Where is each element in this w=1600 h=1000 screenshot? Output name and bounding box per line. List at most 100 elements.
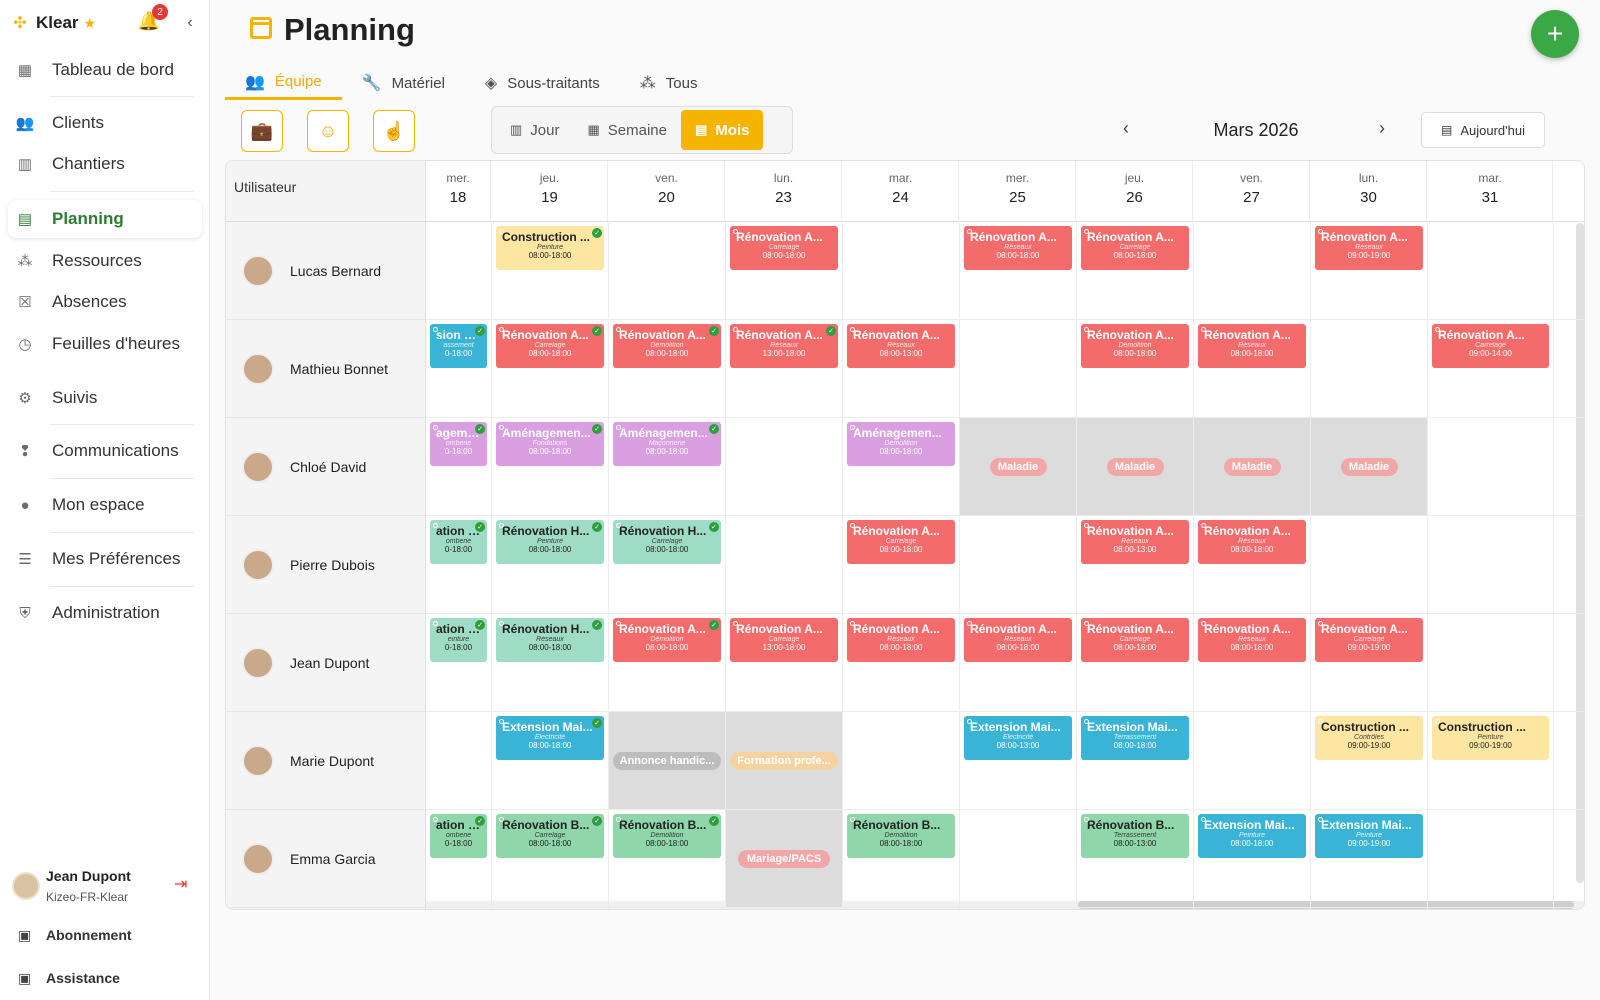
sidebar-item-clients[interactable]: 👥 Clients [8, 104, 202, 142]
event-card[interactable]: Rénovation A... Carrelage 08:00-18:00 [730, 226, 838, 270]
event-card[interactable]: Rénovation B... Démolition 08:00-18:00 ✓ [613, 814, 721, 858]
tab-materiel[interactable]: 🔧 Matériel [342, 66, 465, 100]
day-header: ven. 27 [1194, 161, 1310, 221]
sidebar-item-feuilles-heures[interactable]: ◷ Feuilles d'heures [8, 325, 202, 363]
absence-badge[interactable]: Maladie [989, 458, 1047, 476]
event-card[interactable]: Rénovation A... Carrelage 08:00-18:00 [1081, 226, 1189, 270]
sidebar-item-ressources[interactable]: ⁂ Ressources [8, 242, 202, 280]
avatar [242, 352, 274, 385]
event-card[interactable]: Rénovation A... Réseaux 08:00-18:00 [964, 618, 1072, 662]
user-row[interactable]: Mathieu Bonnet [226, 320, 426, 418]
user-row[interactable]: Marie Dupont [226, 712, 426, 810]
status-dot-icon [616, 327, 621, 332]
horizontal-scroll-thumb[interactable] [1078, 901, 1574, 909]
collapse-sidebar-icon[interactable]: ‹ [187, 14, 193, 31]
event-card[interactable]: Rénovation A... Réseaux 08:00-18:00 [964, 226, 1072, 270]
event-card[interactable]: Rénovation A... Réseaux 09:00-19:00 [1315, 226, 1423, 270]
absence-badge[interactable]: Formation profe... [730, 752, 838, 770]
subscription-link[interactable]: ▣ Abonnement [18, 923, 198, 947]
event-card[interactable]: Extension Mai... Electricité 08:00-13:00 [964, 716, 1072, 760]
event-card[interactable]: Rénovation B... Démolition 08:00-18:00 [847, 814, 955, 858]
event-card[interactable]: Extension Mai... Terrassement 08:00-18:00 [1081, 716, 1189, 760]
add-button[interactable]: + [1531, 10, 1579, 58]
sidebar-item-tableau-de-bord[interactable]: ▦ Tableau de bord [8, 51, 202, 89]
event-card[interactable]: Rénovation A... Réseaux 08:00-18:00 [1198, 520, 1306, 564]
sidebar-item-mes-preferences[interactable]: ☰ Mes Préférences [8, 540, 202, 578]
sidebar-item-administration[interactable]: ⛨ Administration [8, 594, 202, 632]
current-user[interactable]: Jean Dupont Kizeo-FR-Klear ⇥ [10, 866, 200, 906]
event-card[interactable]: Extension Mai... Peinture 09:00-19:00 [1315, 814, 1423, 858]
view-day-button[interactable]: ▥ Jour [496, 110, 573, 150]
event-card[interactable]: Aménagemen... Démolition 08:00-18:00 [847, 422, 955, 466]
previous-month-icon[interactable]: ‹ [1123, 118, 1129, 138]
event-card[interactable]: Aménagemen... Fondations 08:00-18:00 ✓ [496, 422, 604, 466]
touch-button[interactable]: ☝ [373, 110, 415, 152]
sidebar-item-absences[interactable]: ☒ Absences [8, 283, 202, 321]
event-card[interactable]: Aménagemen... Maçonnerie 08:00-18:00 ✓ [613, 422, 721, 466]
briefcase-button[interactable]: 💼 [241, 110, 283, 152]
absence-badge[interactable]: Maladie [1340, 458, 1398, 476]
person-button[interactable]: ☺ [307, 110, 349, 152]
sidebar-item-mon-espace[interactable]: ● Mon espace [8, 486, 202, 524]
event-card[interactable]: Rénovation A... Démolition 08:00-18:00 ✓ [613, 324, 721, 368]
user-row[interactable]: Pierre Dubois [226, 516, 426, 614]
event-card[interactable]: Rénovation A... Carrelage 08:00-18:00 [1081, 618, 1189, 662]
tab-sous-traitants[interactable]: ◈ Sous-traitants [465, 66, 620, 100]
vertical-scroll-thumb[interactable] [1576, 223, 1584, 883]
event-card[interactable]: Construction ... Peinture 08:00-18:00 ✓ [496, 226, 604, 270]
next-month-icon[interactable]: › [1379, 118, 1385, 138]
event-card[interactable]: Rénovation A... Carrelage 09:00-14:00 [1432, 324, 1549, 368]
header-divider [226, 221, 1584, 222]
event-card[interactable]: Extension Mai... Peinture 08:00-18:00 [1198, 814, 1306, 858]
event-card[interactable]: Extension Mai... Electricité 08:00-18:00 ✓ [496, 716, 604, 760]
status-dot-icon [499, 229, 504, 234]
view-week-button[interactable]: ▦ Semaine [573, 110, 681, 150]
event-card[interactable]: Rénovation A... Réseaux 08:00-18:00 [1198, 324, 1306, 368]
user-name: Jean Dupont [290, 654, 370, 671]
absence-badge[interactable]: Maladie [1223, 458, 1281, 476]
event-card[interactable]: Rénovation B... Carrelage 08:00-18:00 ✓ [496, 814, 604, 858]
support-link[interactable]: ▣ Assistance [18, 966, 198, 990]
user-row[interactable]: Lucas Bernard [226, 222, 426, 320]
user-row[interactable]: Jean Dupont [226, 614, 426, 712]
event-card[interactable]: Construction ... Peinture 09:00-19:00 [1432, 716, 1549, 760]
absence-badge[interactable]: Maladie [1106, 458, 1164, 476]
absence-badge[interactable]: Mariage/PACS [738, 850, 830, 868]
logout-icon[interactable]: ⇥ [174, 876, 188, 893]
event-card[interactable]: Rénovation H... Carrelage 08:00-18:00 ✓ [613, 520, 721, 564]
event-card[interactable]: Rénovation H... Réseaux 08:00-18:00 ✓ [496, 618, 604, 662]
today-button[interactable]: ▤ Aujourd'hui [1421, 112, 1545, 148]
sidebar-item-communications[interactable]: ❢ Communications [8, 432, 202, 470]
view-month-button[interactable]: ▤ Mois [680, 110, 764, 150]
event-card[interactable]: Rénovation A... Réseaux 08:00-13:00 [847, 324, 955, 368]
tab-equipe[interactable]: 👥 Équipe [225, 66, 342, 100]
tab-tous[interactable]: ⁂ Tous [620, 66, 718, 100]
sidebar-item-suivis[interactable]: ⚙ Suivis [8, 379, 202, 417]
event-card[interactable]: Rénovation A... Carrelage 08:00-18:00 [847, 520, 955, 564]
event-card[interactable]: Rénovation B... Terrassement 08:00-13:00 [1081, 814, 1189, 858]
event-card[interactable]: Rénovation A... Carrelage 08:00-18:00 ✓ [496, 324, 604, 368]
event-card[interactable]: Rénovation A... Carrelage 09:00-19:00 [1315, 618, 1423, 662]
event-card[interactable]: Rénovation A... Démolition 08:00-18:00 [1081, 324, 1189, 368]
sidebar-item-planning[interactable]: ▤ Planning [8, 200, 202, 238]
horizontal-scrollbar[interactable] [426, 901, 1584, 909]
event-card[interactable]: Construction ... Contrôles 09:00-19:00 [1315, 716, 1423, 760]
event-card[interactable]: Rénovation A... Réseaux 08:00-13:00 [1081, 520, 1189, 564]
event-card[interactable]: Rénovation A... Réseaux 08:00-18:00 [847, 618, 955, 662]
sidebar-item-chantiers[interactable]: ▥ Chantiers [8, 145, 202, 183]
user-row[interactable]: Chloé David [226, 418, 426, 516]
event-card[interactable]: Rénovation A... Carrelage 13:00-18:00 [730, 618, 838, 662]
event-card[interactable]: Rénovation H... Peinture 08:00-18:00 ✓ [496, 520, 604, 564]
event-card[interactable]: Rénovation A... Réseaux 08:00-18:00 [1198, 618, 1306, 662]
absence-badge[interactable]: Annonce handic... [613, 752, 721, 770]
bell-icon[interactable]: 🔔 2 [138, 4, 168, 32]
event-title: Rénovation B... [619, 818, 707, 832]
user-row[interactable]: Emma Garcia [226, 810, 426, 908]
event-card[interactable]: Rénovation A... Réseaux 13:00-18:00 ✓ [730, 324, 838, 368]
event-card[interactable]: Rénovation A... Démolition 08:00-18:00 ✓ [613, 618, 721, 662]
